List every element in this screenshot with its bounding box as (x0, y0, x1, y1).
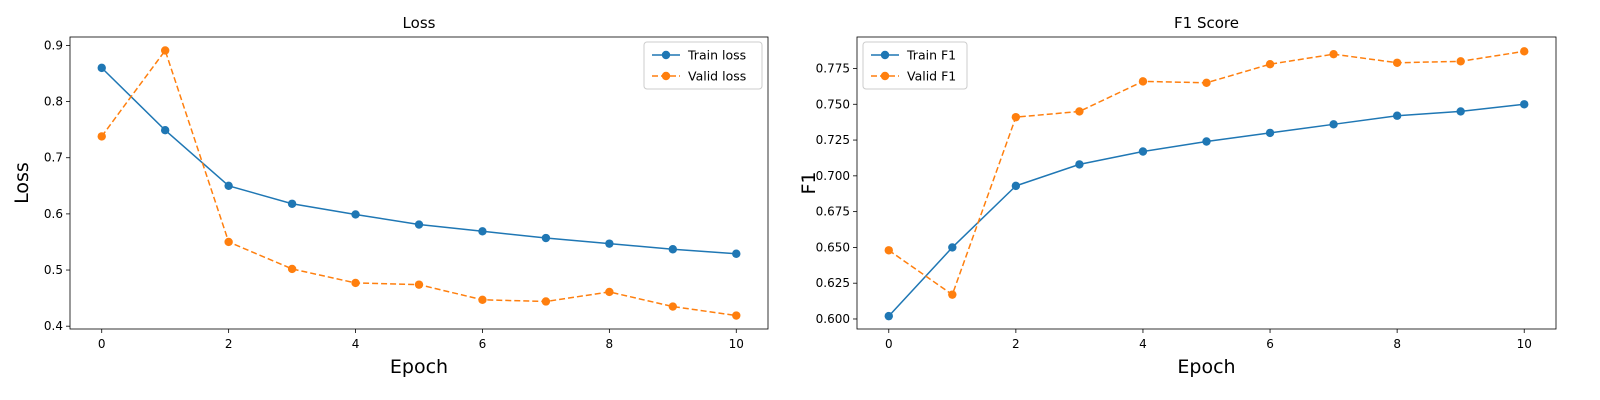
y-tick-label: 0.9 (44, 38, 63, 52)
data-point (97, 132, 106, 141)
x-tick-label: 4 (352, 337, 360, 351)
x-axis-label: Epoch (390, 356, 448, 378)
legend-box (643, 41, 763, 90)
x-tick-label: 4 (1139, 337, 1147, 351)
data-point (97, 63, 106, 73)
data-point (605, 287, 614, 297)
y-tick-label: 0.675 (816, 205, 850, 219)
series-line (888, 103, 1525, 317)
data-point (160, 46, 170, 55)
data-point (948, 290, 957, 299)
legend-label: Train loss (687, 48, 746, 63)
data-point (224, 181, 233, 191)
y-tick-label: 0.600 (816, 312, 850, 326)
axes-frame (69, 36, 769, 330)
data-point (1392, 58, 1402, 67)
data-point (541, 233, 551, 243)
data-point (287, 199, 297, 208)
data-point (1456, 107, 1465, 116)
data-point (224, 237, 233, 247)
data-point (160, 126, 170, 135)
data-point (287, 264, 297, 274)
y-tick-label: 0.5 (44, 263, 63, 277)
legend-label: Train F1 (906, 48, 956, 63)
data-point (478, 227, 487, 236)
y-tick-label: 0.4 (44, 319, 63, 333)
data-point (668, 302, 678, 311)
y-tick-label: 0.7 (44, 151, 63, 165)
chart-title: Loss (403, 14, 436, 32)
legend: Train loss Valid loss (643, 41, 763, 90)
data-point (605, 239, 614, 248)
data-point (1011, 112, 1021, 122)
x-tick-label: 8 (606, 337, 614, 351)
data-point (1329, 120, 1338, 129)
axes-frame (856, 36, 1557, 330)
x-tick-label: 2 (1012, 337, 1020, 351)
data-point (1456, 57, 1465, 66)
y-tick-label: 0.700 (816, 169, 850, 183)
data-point (1202, 78, 1211, 88)
x-tick-label: 0 (885, 337, 893, 351)
data-point (948, 243, 957, 252)
data-point (1329, 49, 1338, 59)
loss-chart: 0 2 4 6 8 10 0.4 0.5 0.6 0.7 0.8 0.9 Loss Epoch Loss Tr… (11, 14, 769, 378)
y-tick-label: 0.775 (816, 61, 850, 75)
data-point (1011, 181, 1021, 191)
data-point (732, 311, 741, 320)
y-tick-label: 0.725 (816, 133, 850, 147)
data-point (1520, 100, 1529, 109)
legend-marker (880, 50, 890, 60)
x-axis-label: Epoch (1177, 356, 1235, 378)
data-point (1075, 107, 1084, 116)
chart-title: F1 Score (1174, 14, 1239, 32)
x-tick-label: 10 (1517, 337, 1532, 351)
data-point (414, 220, 424, 229)
data-point (1265, 128, 1275, 138)
data-point (1138, 77, 1148, 86)
data-point (1075, 160, 1084, 169)
legend-marker (880, 71, 890, 81)
f1-chart: 0 2 4 6 8 10 0.600 0.625 0.650 0.675 0.700 0.725 0.7… (798, 14, 1557, 378)
legend-label: Valid loss (688, 69, 746, 84)
y-axis-label: Loss (11, 162, 33, 204)
y-tick-label: 0.625 (816, 276, 850, 290)
legend-marker (661, 71, 671, 81)
y-tick-label: 0.6 (44, 207, 63, 221)
data-point (414, 280, 424, 289)
x-tick-label: 10 (729, 337, 744, 351)
x-tick-label: 6 (1266, 337, 1274, 351)
data-point (351, 210, 360, 219)
data-point (1392, 111, 1402, 120)
y-tick-label: 0.750 (816, 97, 850, 111)
data-point (351, 278, 360, 288)
legend-label: Valid F1 (907, 69, 956, 84)
data-point (1138, 147, 1148, 156)
data-point (1265, 59, 1275, 69)
x-tick-label: 8 (1393, 337, 1401, 351)
x-tick-label: 6 (479, 337, 487, 351)
data-point (1520, 47, 1529, 56)
legend: Train F1 Valid F1 (862, 41, 968, 90)
series-line (888, 50, 1525, 296)
y-tick-label: 0.8 (44, 95, 63, 109)
data-point (732, 249, 741, 258)
series-line (101, 48, 737, 317)
data-point (884, 311, 893, 321)
x-tick-label: 2 (225, 337, 233, 351)
data-point (541, 297, 551, 306)
x-tick-label: 0 (98, 337, 106, 351)
data-point (478, 295, 487, 304)
legend-marker (661, 50, 671, 60)
y-tick-label: 0.650 (816, 240, 850, 254)
data-point (1202, 137, 1211, 146)
y-axis-label: F1 (798, 171, 820, 194)
data-point (668, 245, 678, 254)
data-point (884, 246, 893, 255)
